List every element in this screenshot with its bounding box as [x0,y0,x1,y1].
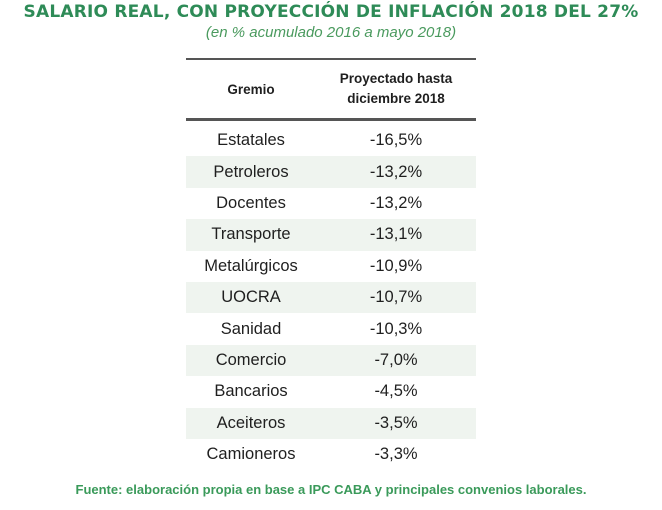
row-valor: -4,5% [374,382,418,401]
source-note: Fuente: elaboración propia en base a IPC… [75,482,587,497]
table-row: UOCRA -10,7% [186,281,476,314]
table-row: Petroleros -13,2% [186,156,476,188]
table-row: Estatales -16,5% [186,125,476,156]
table-row: Aceiteros -3,5% [186,407,476,439]
table-row: Metalúrgicos -10,9% [186,251,476,282]
header-proyectado: Proyectado hasta diciembre 2018 [316,69,476,109]
header-proyectado-line2: diciembre 2018 [347,91,445,106]
row-valor: -13,1% [369,225,423,244]
header-gremio: Gremio [227,81,275,97]
header-proyectado-line1: Proyectado hasta [339,71,453,86]
row-gremio: UOCRA [221,288,281,307]
row-gremio: Metalúrgicos [204,256,298,275]
row-gremio: Estatales [217,131,285,150]
table-row: Camioneros -3,3% [186,439,476,470]
row-gremio: Aceiteros [216,413,286,432]
table-header: Gremio Proyectado hasta diciembre 2018 [186,60,476,118]
row-gremio: Sanidad [220,319,282,338]
row-gremio: Bancarios [214,382,288,401]
row-valor: -3,5% [374,413,418,432]
row-valor: -10,7% [369,288,423,307]
row-gremio: Docentes [216,193,286,212]
row-gremio: Camioneros [206,445,296,464]
page-subtitle: (en % acumulado 2016 a mayo 2018) [205,24,457,41]
table-row: Bancarios -4,5% [186,376,476,407]
row-valor: -16,5% [369,131,423,150]
page-title: SALARIO REAL, CON PROYECCIÓN DE INFLACIÓ… [23,2,639,22]
row-valor: -3,3% [374,445,418,464]
table-row: Docentes -13,2% [186,188,476,219]
row-valor: -7,0% [374,350,418,369]
table-top-rule [186,58,476,60]
salary-table: Gremio Proyectado hasta diciembre 2018 E… [186,58,476,470]
row-valor: -13,2% [369,162,423,181]
row-gremio: Transporte [211,225,291,244]
row-gremio: Comercio [215,350,287,369]
row-valor: -10,9% [369,256,423,275]
row-valor: -10,3% [369,319,423,338]
table-row: Comercio -7,0% [186,344,476,377]
table-row: Sanidad -10,3% [186,313,476,344]
row-valor: -13,2% [369,193,423,212]
table-header-rule [186,118,476,121]
table-row: Transporte -13,1% [186,219,476,251]
row-gremio: Petroleros [213,162,289,181]
